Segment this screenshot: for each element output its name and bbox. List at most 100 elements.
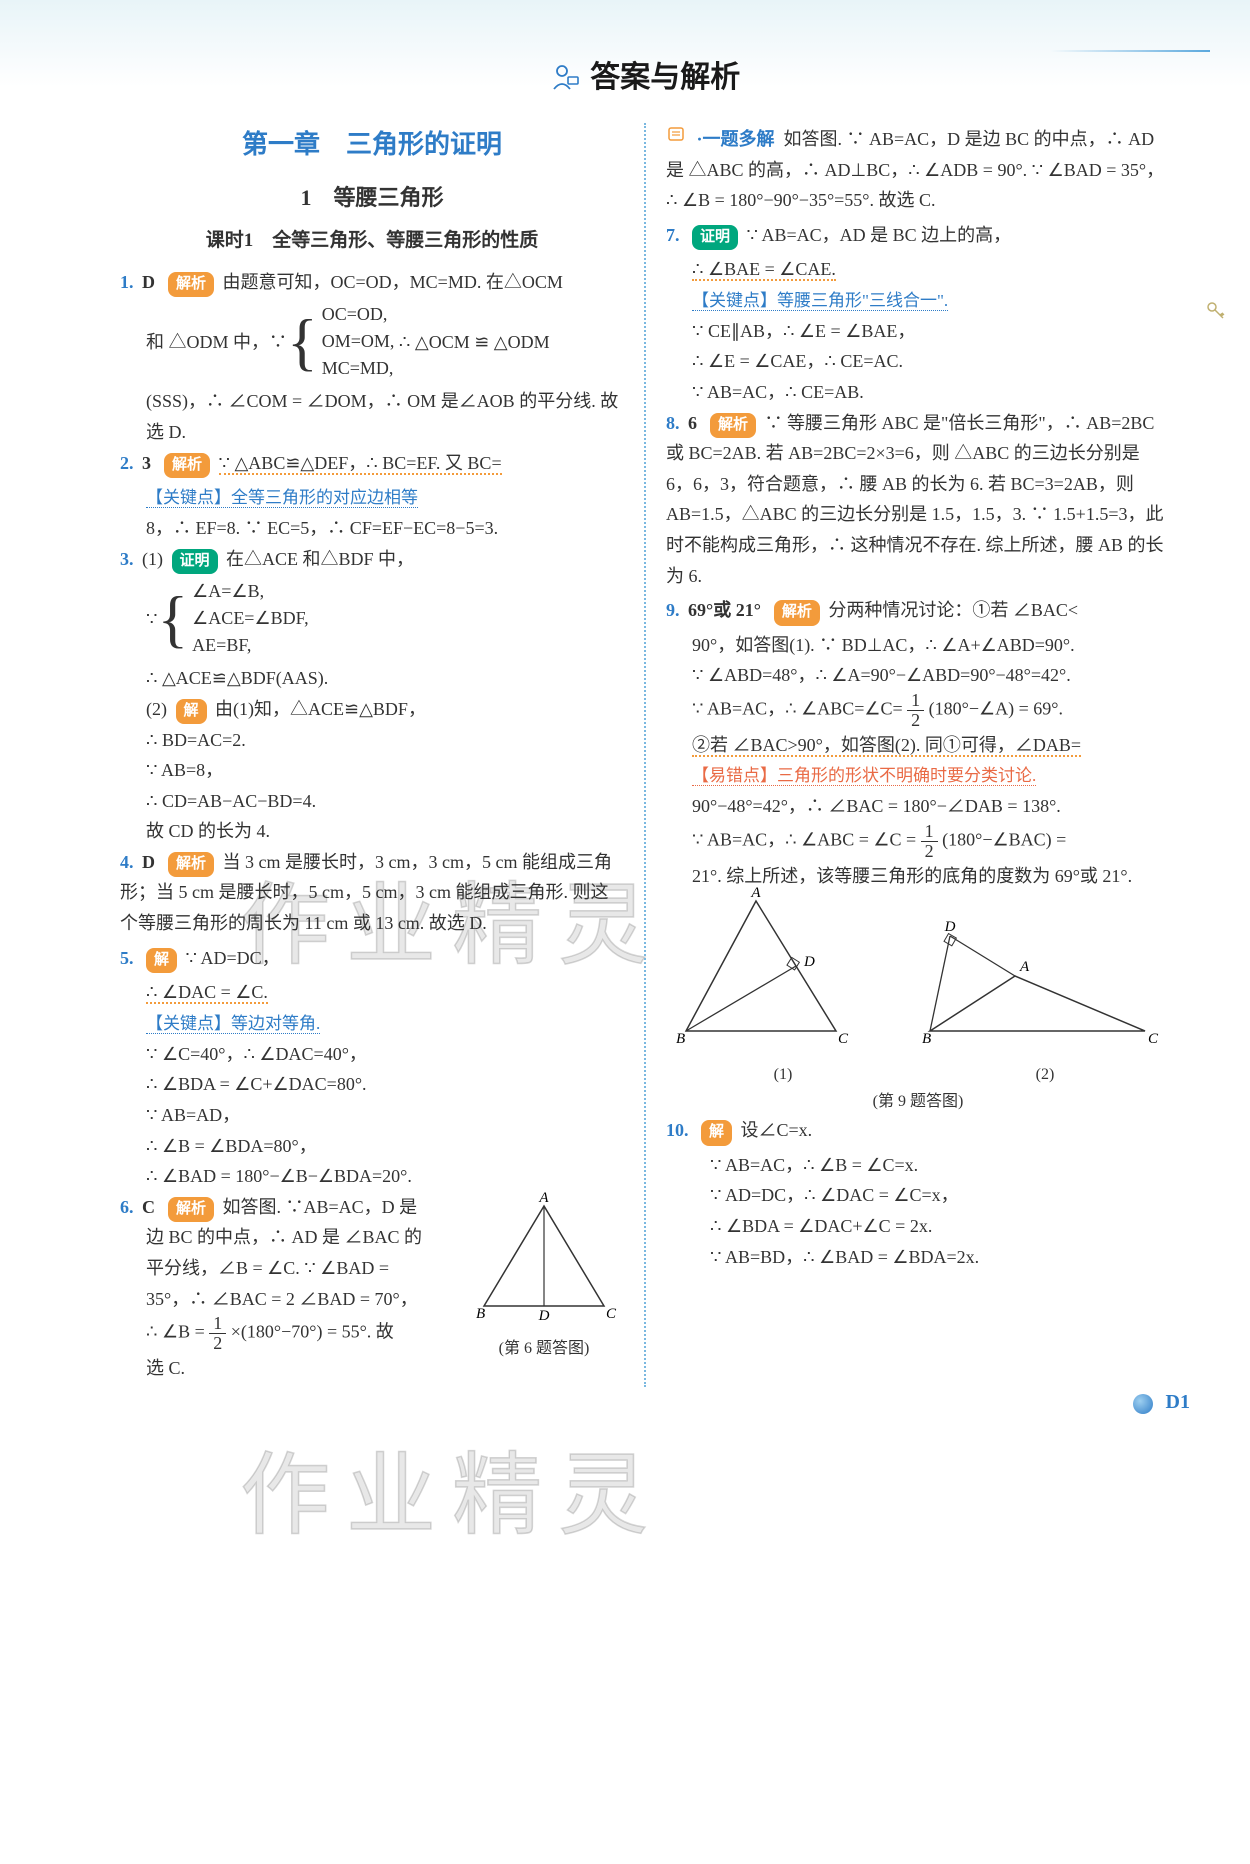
svg-text:C: C — [838, 1031, 849, 1047]
svg-text:B: B — [676, 1031, 685, 1047]
q2-line2: 8，∴ EF=8. ∵ EC=5，∴ CF=EF−EC=8−5=3. — [120, 513, 624, 544]
question-8: 8. 6 解析 ∵ 等腰三角形 ABC 是"倍长三角形"，∴ AB=2BC 或 … — [666, 408, 1170, 592]
q5-keypoint: 等边对等角. — [231, 1014, 320, 1033]
q9-errpoint: 三角形的形状不明确时要分类讨论. — [777, 766, 1036, 785]
multi-solution-block: ·一题多解 如答图. ∵ AB=AC，D 是边 BC 的中点，∴ AD 是 △A… — [666, 123, 1170, 216]
q7-l3: ∵ CE∥AB，∴ ∠E = ∠BAE， — [666, 316, 1170, 347]
page-number: D1 — [1133, 1385, 1190, 1419]
q7-l1: ∵ AB=AC，AD 是 BC 边上的高， — [747, 225, 1012, 245]
q4-num: 4. — [120, 852, 134, 872]
analysis-badge: 解析 — [774, 600, 820, 626]
q1-line1: 由题意可知，OC=OD，MC=MD. 在△OCM — [223, 272, 563, 292]
q3-part2: (2) — [146, 699, 167, 719]
q9-fig2: D A B C (2) — [920, 921, 1170, 1088]
q9-figures: A B C D (1) D A B — [666, 891, 1170, 1088]
q2-line1: ∵ △ABC≌△DEF，∴ BC=EF. 又 BC= — [219, 453, 502, 475]
q4-ans: D — [142, 852, 155, 872]
q3-line4: ∴ BD=AC=2. — [120, 725, 624, 756]
q6-figure: A B C D (第 6 题答图) — [464, 1196, 624, 1363]
q10-l2: ∵ AB=AC，∴ ∠B = ∠C=x. — [666, 1150, 1170, 1181]
svg-text:C: C — [1148, 1031, 1159, 1047]
q7-keypoint: 等腰三角形"三线合一". — [777, 291, 948, 310]
svg-text:A: A — [538, 1190, 549, 1206]
question-3: 3. (1) 证明 在△ACE 和△BDF 中， — [120, 544, 624, 575]
q6-ans: C — [142, 1197, 155, 1217]
solve-badge: 解 — [146, 948, 177, 974]
q1-num: 1. — [120, 272, 134, 292]
page-title: 答案与解析 — [590, 61, 740, 94]
q9-fig1-label: (1) — [666, 1061, 900, 1088]
q5-l5: ∵ AB=AD， — [120, 1100, 624, 1131]
q9-l8: 21°. 综上所述，该等腰三角形的底角的度数为 69°或 21°. — [666, 861, 1170, 892]
q1-b1: OC=OD, — [322, 301, 395, 328]
q10-l5: ∵ AB=BD，∴ ∠BAD = ∠BDA=2x. — [666, 1242, 1170, 1273]
question-7: 7. 证明 ∵ AB=AC，AD 是 BC 边上的高， — [666, 220, 1170, 251]
q8-num: 8. — [666, 413, 680, 433]
errpoint-prefix: 【易错点】 — [692, 766, 777, 785]
key-icon — [1206, 300, 1226, 320]
q1-b2: OM=OM, — [322, 328, 395, 355]
fraction-half: 12 — [907, 691, 924, 730]
q1-ans: D — [142, 272, 155, 292]
question-1: 1. D 解析 由题意可知，OC=OD，MC=MD. 在△OCM — [120, 267, 624, 298]
q9-l4-row: ∵ AB=AC，∴ ∠ABC=∠C= 12 (180°−∠A) = 69°. — [666, 691, 1170, 730]
q10-num: 10. — [666, 1120, 689, 1140]
q5-keypoint-row: 【关键点】等边对等角. — [120, 1008, 624, 1039]
q5-l7: ∴ ∠BAD = 180°−∠B−∠BDA=20°. — [120, 1161, 624, 1192]
q9-num: 9. — [666, 600, 680, 620]
q8-text: ∵ 等腰三角形 ABC 是"倍长三角形"，∴ AB=2BC 或 BC=2AB. … — [666, 413, 1164, 586]
q9-caption: (第 9 题答图) — [666, 1088, 1170, 1115]
svg-text:B: B — [476, 1306, 485, 1322]
question-9: 9. 69°或 21° 解析 分两种情况讨论：①若 ∠BAC< — [666, 595, 1170, 626]
q3-b3: AE=BF, — [192, 632, 309, 659]
q1-b3: MC=MD, — [322, 355, 395, 382]
q9-l5-row: ②若 ∠BAC>90°，如答图(2). 同①可得，∠DAB= — [666, 730, 1170, 761]
q5-l2: ∴ ∠DAC = ∠C. — [146, 982, 268, 1004]
right-column: ·一题多解 如答图. ∵ AB=AC，D 是边 BC 的中点，∴ AD 是 △A… — [646, 123, 1190, 1387]
q3-b1: ∠A=∠B, — [192, 578, 309, 605]
q1-line3: (SSS)，∴ ∠COM = ∠DOM，∴ OM 是∠AOB 的平分线. 故选 … — [120, 386, 624, 447]
keypoint-prefix: 【关键点】 — [146, 488, 231, 507]
q9-ans: 69°或 21° — [688, 600, 761, 620]
q3-line1: 在△ACE 和△BDF 中， — [226, 549, 414, 569]
q6-t5b: ×(180°−70°) = 55°. 故 — [231, 1322, 394, 1342]
q5-l3: ∵ ∠C=40°，∴ ∠DAC=40°， — [120, 1039, 624, 1070]
analysis-badge: 解析 — [168, 272, 214, 298]
svg-text:B: B — [922, 1031, 931, 1047]
q2-ans: 3 — [142, 453, 151, 473]
keypoint-prefix: 【关键点】 — [692, 291, 777, 310]
analysis-badge: 解析 — [710, 413, 756, 439]
q3-num: 3. — [120, 549, 134, 569]
q9-errpoint-row: 【易错点】三角形的形状不明确时要分类讨论. — [666, 760, 1170, 791]
q6-caption: (第 6 题答图) — [464, 1335, 624, 1362]
q9-fig1: A B C D (1) — [666, 891, 900, 1088]
svg-text:D: D — [538, 1308, 550, 1324]
q3-part2-row: (2) 解 由(1)知，△ACE≌△BDF， — [120, 694, 624, 725]
q9-l3: ∵ ∠ABD=48°，∴ ∠A=90°−∠ABD=90°−48°=42°. — [666, 660, 1170, 691]
q7-l2: ∴ ∠BAE = ∠CAE. — [692, 259, 836, 281]
fraction-half: 12 — [209, 1314, 226, 1353]
q3-line2: ∴ △ACE≌△BDF(AAS). — [120, 663, 624, 694]
solve-badge: 解 — [701, 1120, 732, 1146]
q7-keypoint-row: 【关键点】等腰三角形"三线合一". — [666, 285, 1170, 316]
q3-part1: (1) — [142, 549, 163, 569]
q9-l1: 分两种情况讨论：①若 ∠BAC< — [828, 600, 1078, 620]
q10-l1: 设∠C=x. — [741, 1120, 813, 1140]
note-icon — [666, 123, 688, 155]
chapter-title: 第一章 三角形的证明 — [120, 123, 624, 167]
q5-l6: ∴ ∠B = ∠BDA=80°， — [120, 1131, 624, 1162]
q1-line2a: 和 △ODM 中，∵ — [146, 327, 287, 358]
q5-l1: ∵ AD=DC， — [186, 948, 280, 968]
analysis-badge: 解析 — [168, 852, 214, 878]
q9-l7b: (180°−∠BAC) = — [942, 829, 1066, 849]
q8-ans: 6 — [688, 413, 697, 433]
left-column: 第一章 三角形的证明 1 等腰三角形 课时1 全等三角形、等腰三角形的性质 1.… — [100, 123, 644, 1387]
proof-badge: 证明 — [692, 225, 738, 251]
q2-keypoint-row: 【关键点】全等三角形的对应边相等 — [120, 482, 624, 513]
keypoint-prefix: 【关键点】 — [146, 1014, 231, 1033]
analysis-badge: 解析 — [168, 1197, 214, 1223]
q3-b2: ∠ACE=∠BDF, — [192, 605, 309, 632]
watermark-2: 作业精灵 — [240, 1420, 664, 1573]
question-6: A B C D (第 6 题答图) 6. C 解析 如答图. ∵AB=AC，D … — [120, 1192, 624, 1384]
q9-l4a: ∵ AB=AC，∴ ∠ABC=∠C= — [692, 699, 903, 719]
